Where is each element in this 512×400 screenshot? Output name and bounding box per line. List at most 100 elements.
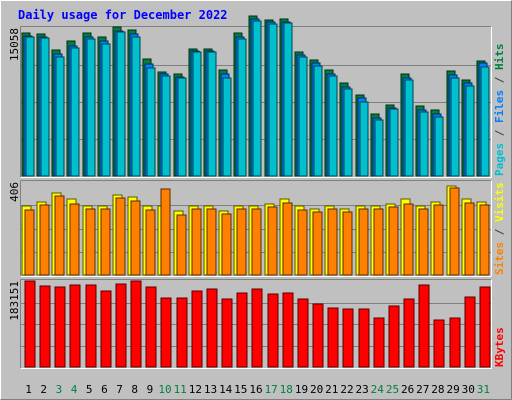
x-tick-label: 17: [265, 383, 278, 396]
bar-kbytes-day-29: [449, 317, 461, 368]
bars-visits-sites: [21, 185, 490, 276]
bar-sites-day-30: [464, 202, 475, 276]
bar-pages-day-25: [389, 108, 399, 177]
bar-pages-day-2: [40, 37, 50, 177]
bar-sites-day-29: [449, 187, 460, 276]
legend-entry: Visits: [493, 182, 506, 222]
bar-kbytes-day-16: [251, 288, 263, 368]
panel-max-label: 183151: [8, 281, 21, 321]
bar-kbytes-day-17: [267, 293, 279, 368]
x-tick-label: 22: [340, 383, 353, 396]
bar-pages-day-21: [328, 75, 338, 177]
bar-pages-day-9: [146, 67, 156, 177]
x-tick-label: 30: [462, 383, 475, 396]
bar-pages-day-7: [116, 31, 126, 177]
chart-title: Daily usage for December 2022: [18, 8, 228, 22]
bar-pages-day-26: [404, 79, 414, 177]
bar-kbytes-day-23: [358, 308, 370, 368]
x-tick-label: 5: [86, 383, 93, 396]
bar-pages-day-4: [70, 47, 80, 177]
bar-pages-day-19: [298, 56, 308, 177]
x-tick-label: 21: [325, 383, 338, 396]
legend-entry: KBytes: [493, 327, 506, 367]
bar-pages-day-14: [222, 77, 232, 177]
bar-pages-day-20: [313, 65, 323, 177]
x-tick-label: 6: [101, 383, 108, 396]
bar-kbytes-day-1: [24, 280, 36, 368]
panel-max-label: 15058: [8, 28, 21, 61]
bar-kbytes-day-31: [479, 286, 491, 368]
bar-pages-day-5: [86, 38, 96, 177]
x-tick-label: 26: [401, 383, 414, 396]
bar-sites-day-23: [358, 208, 369, 276]
bar-sites-day-19: [297, 209, 308, 276]
bar-kbytes-day-19: [297, 298, 309, 368]
panel-hits-files-pages: 15058 Pages / Files / Hits: [8, 15, 506, 178]
bar-kbytes-day-12: [191, 290, 203, 368]
bar-pages-day-13: [207, 51, 217, 177]
bar-sites-day-24: [373, 208, 384, 276]
legend-entry: /: [493, 222, 506, 242]
legend-entry: Files: [493, 90, 506, 123]
x-tick-label: 12: [189, 383, 202, 396]
bar-kbytes-day-21: [327, 307, 339, 368]
bar-sites-day-15: [236, 208, 247, 276]
x-tick-label: 11: [174, 383, 187, 396]
bar-kbytes-day-14: [221, 298, 233, 368]
panel-kbytes: 183151 KBytes: [8, 279, 506, 369]
x-tick-label: 18: [280, 383, 293, 396]
bar-pages-day-27: [419, 111, 429, 177]
x-tick-label: 13: [204, 383, 217, 396]
bar-sites-day-31: [479, 204, 490, 276]
x-tick-label: 4: [71, 383, 78, 396]
bar-kbytes-day-15: [236, 292, 248, 368]
bar-sites-day-27: [418, 208, 429, 276]
bar-sites-day-9: [145, 209, 156, 276]
bar-kbytes-day-27: [418, 284, 430, 368]
x-tick-label: 25: [386, 383, 399, 396]
x-axis-labels: 1 2 3 4 5 6 7 8 9 10 11 12 13 14 15 16 17 18 19 20 21 22 23 24 2…: [25, 383, 490, 396]
bar-sites-day-20: [312, 211, 323, 276]
bar-sites-day-21: [327, 208, 338, 276]
x-tick-label: 3: [56, 383, 63, 396]
bar-kbytes-day-26: [403, 298, 415, 368]
bar-kbytes-day-24: [373, 317, 385, 368]
bar-sites-day-12: [191, 208, 202, 276]
bar-kbytes-day-7: [115, 283, 127, 368]
x-tick-label: 8: [131, 383, 138, 396]
chart-panels: 15058 Pages / Files / Hits 406 Sites / Visi…: [8, 15, 506, 369]
bar-sites-day-22: [342, 211, 353, 276]
bar-kbytes-day-4: [69, 284, 81, 368]
bar-sites-day-26: [403, 203, 414, 276]
bar-kbytes-day-20: [312, 303, 324, 368]
x-tick-label: 16: [249, 383, 262, 396]
x-tick-label: 29: [446, 383, 459, 396]
bar-sites-day-4: [69, 203, 80, 276]
bar-sites-day-17: [267, 206, 278, 276]
x-tick-label: 14: [219, 383, 233, 396]
bar-sites-day-5: [85, 208, 96, 276]
bar-sites-day-16: [251, 208, 262, 276]
bar-kbytes-day-30: [464, 296, 476, 368]
bar-pages-day-10: [161, 75, 171, 177]
bars-kbytes: [24, 280, 491, 368]
bar-kbytes-day-6: [100, 290, 112, 368]
x-tick-label: 28: [431, 383, 444, 396]
bar-sites-day-10: [160, 188, 171, 276]
bar-pages-day-1: [25, 36, 35, 177]
bar-sites-day-13: [206, 208, 217, 276]
panel-legend: Sites / Visits: [493, 182, 506, 275]
bar-kbytes-day-11: [176, 297, 188, 368]
bar-kbytes-day-25: [388, 305, 400, 368]
x-tick-label: 23: [355, 383, 368, 396]
bars-hits-files-pages: [21, 15, 490, 177]
bar-kbytes-day-18: [282, 292, 294, 368]
bar-sites-day-3: [54, 195, 65, 276]
bar-sites-day-8: [130, 200, 141, 276]
panel-max-label: 406: [8, 182, 21, 202]
bar-pages-day-16: [252, 20, 262, 177]
x-tick-label: 24: [371, 383, 385, 396]
bar-pages-day-8: [131, 36, 141, 177]
x-tick-label: 27: [416, 383, 429, 396]
